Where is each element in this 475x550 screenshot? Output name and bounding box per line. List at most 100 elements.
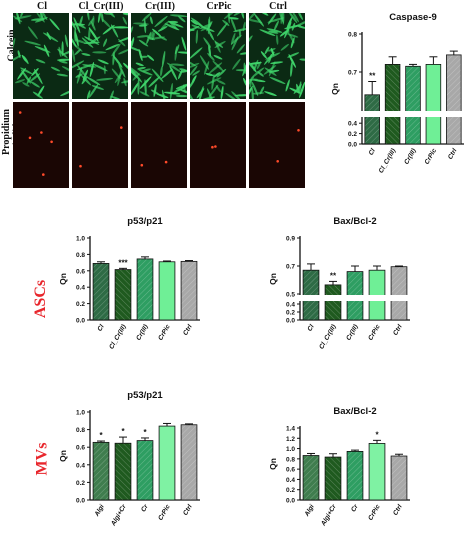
significance-label: *** <box>118 258 128 267</box>
y-tick-label: 0.8 <box>286 456 295 463</box>
y-tick-label: 0.8 <box>348 32 357 39</box>
bar <box>180 260 198 321</box>
axis-break <box>296 295 414 301</box>
y-axis-label: Qn <box>268 458 278 470</box>
y-tick-label: 0.5 <box>286 292 295 299</box>
significance-label: ** <box>330 271 337 280</box>
chart-mvs-p53-p21: p53/p21 Qn 0.0 0.2 0.4 0.6 0.8 1.0 * Algi * Algi+Cr… <box>58 390 210 542</box>
significance-label: * <box>121 427 125 436</box>
chart-svg: p53/p21 Qn 0.0 0.2 0.4 0.6 0.8 1.0 * Algi * Algi+Cr… <box>58 390 200 528</box>
chart-svg: Bax/Bcl-2 Qn 0.0 0.2 0.4 0.6 0.8 1.0 1.2 1.4 Algi A… <box>268 406 410 528</box>
y-tick-label: 0.7 <box>348 70 357 77</box>
y-tick-label: 0.0 <box>348 142 357 149</box>
y-tick-label: 0.4 <box>76 285 85 292</box>
chart-title: p53/p21 <box>127 390 163 401</box>
x-tick-label: Cl_Cr(III) <box>378 148 398 175</box>
group-label-mvs: MVs <box>33 442 51 476</box>
x-tick-label: Cl_Cr(III) <box>108 324 128 351</box>
calcein-image <box>190 13 246 99</box>
bar <box>405 65 421 145</box>
chart-title: Caspase-9 <box>389 12 437 23</box>
column-label-cl-cr: Cl_Cr(III) <box>78 1 124 12</box>
x-tick-label: Ctrl <box>392 503 404 516</box>
x-tick-label: Cr(III) <box>345 324 360 342</box>
calcein-image <box>72 13 128 99</box>
y-tick-label: 0.0 <box>76 318 85 325</box>
significance-label: * <box>143 428 147 437</box>
y-axis-label: Qn <box>58 273 68 285</box>
x-tick-label: Algi <box>93 503 106 518</box>
y-axis-label: Qn <box>58 450 68 462</box>
significance-label: ** <box>369 72 376 81</box>
x-tick-label: CrPic <box>367 323 382 342</box>
y-tick-label: 0.0 <box>286 318 295 325</box>
chart-svg: Caspase-9 Qn 0.0 0.2 0.4 0.7 0.8 ** Cl Cl_Cr(III)… <box>330 12 468 175</box>
significance-label: * <box>375 430 379 439</box>
y-tick-label: 0.9 <box>286 236 295 243</box>
y-tick-label: 0.2 <box>286 487 295 494</box>
propidium-iodide-image <box>131 102 187 188</box>
bar <box>158 425 176 501</box>
calcein-image <box>131 13 187 99</box>
propidium-iodide-image <box>190 102 246 188</box>
y-tick-label: 0.8 <box>76 252 85 259</box>
propidium-iodide-image <box>13 102 69 188</box>
bar <box>302 455 320 501</box>
chart-svg: p53/p21 Qn 0.0 0.2 0.4 0.6 0.8 1.0 Cl *** Cl_Cr(II… <box>58 216 200 351</box>
chart-caspase-9: Caspase-9 Qn 0.0 0.2 0.4 0.7 0.8 ** Cl Cl_Cr(III)… <box>330 8 470 188</box>
calcein-image <box>13 13 69 99</box>
y-tick-label: 1.4 <box>286 426 295 433</box>
y-axis-label: Qn <box>268 273 278 285</box>
x-tick-label: Ctrl <box>392 323 404 336</box>
y-axis-label: Qn <box>330 83 340 95</box>
y-tick-label: 0.0 <box>76 498 85 505</box>
column-label-ctrl: Ctrl <box>269 1 287 12</box>
chart-mvs-bax-bcl2: Bax/Bcl-2 Qn 0.0 0.2 0.4 0.6 0.8 1.0 1.2 1.4 Algi A… <box>268 392 420 542</box>
chart-title: Bax/Bcl-2 <box>333 406 376 417</box>
y-tick-label: 0.2 <box>76 301 85 308</box>
bar <box>114 442 132 501</box>
bar <box>114 269 132 321</box>
bar <box>136 440 154 501</box>
calcein-image <box>249 13 305 99</box>
y-tick-label: 0.4 <box>348 121 357 128</box>
group-label-ascs: ASCs <box>32 279 50 319</box>
bar <box>158 261 176 321</box>
y-tick-label: 0.6 <box>76 268 85 275</box>
bar <box>390 266 408 321</box>
bar <box>136 258 154 321</box>
x-tick-label: CrPic <box>424 147 439 166</box>
x-tick-label: Cl <box>368 147 377 156</box>
y-tick-label: 0.0 <box>286 498 295 505</box>
y-tick-label: 0.6 <box>76 445 85 452</box>
y-tick-label: 0.8 <box>76 427 85 434</box>
y-tick-label: 0.2 <box>348 131 357 138</box>
y-tick-label: 0.6 <box>286 467 295 474</box>
y-tick-label: 1.0 <box>76 236 85 243</box>
y-tick-label: 1.2 <box>286 436 295 443</box>
x-tick-label: Algi+Cr <box>320 503 338 528</box>
bar <box>390 455 408 501</box>
propidium-iodide-image <box>72 102 128 188</box>
x-tick-label: Cr(III) <box>403 148 418 166</box>
significance-label: * <box>99 431 103 440</box>
y-tick-label: 0.7 <box>286 264 295 271</box>
bar <box>364 94 380 145</box>
bar <box>425 64 442 145</box>
chart-title: Bax/Bcl-2 <box>333 216 376 227</box>
x-tick-label: CrPic <box>157 323 172 342</box>
y-tick-label: 0.4 <box>76 462 85 469</box>
column-label-cr: Cr(III) <box>145 1 175 12</box>
x-tick-label: Cl <box>306 323 315 332</box>
y-tick-label: 1.0 <box>286 446 295 453</box>
chart-svg: Bax/Bcl-2 Qn 0.00.20.4 0.5 0.7 0.9 Cl ** Cl_Cr(I… <box>268 216 414 350</box>
chart-ascs-p53-p21: p53/p21 Qn 0.0 0.2 0.4 0.6 0.8 1.0 Cl *** Cl_Cr(II… <box>58 210 210 360</box>
x-tick-label: Ctrl <box>182 323 194 336</box>
y-tick-label: 1.0 <box>76 410 85 417</box>
x-tick-label: CrPic <box>367 503 382 522</box>
column-label-cl: Cl <box>37 1 47 12</box>
x-tick-label: Cl <box>96 323 105 332</box>
y-tick-label: 0.4 <box>286 477 295 484</box>
bar <box>446 54 462 145</box>
x-tick-label: Algi+Cr <box>110 503 128 528</box>
